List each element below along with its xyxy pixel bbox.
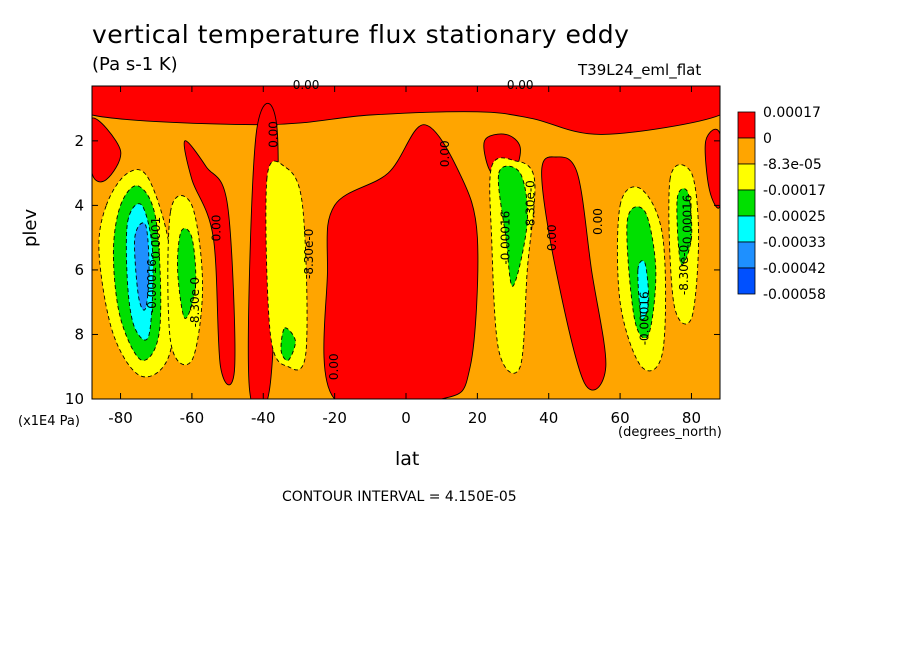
chart-units: (Pa s-1 K) — [92, 54, 178, 75]
y-tick-label-4: 10 — [65, 390, 84, 408]
x-tick-label-0: -80 — [108, 409, 133, 427]
contour-label-9: -0.00016 — [145, 259, 159, 313]
contour-region-7 — [704, 128, 720, 209]
legend-swatch-3 — [737, 189, 756, 217]
legend-label-3: -0.00017 — [763, 183, 826, 199]
legend-swatch-0 — [737, 111, 756, 139]
legend-label-7: -0.00058 — [763, 287, 826, 303]
x-axis-label: lat — [395, 448, 420, 470]
contour-label-11: -8.30e-0 — [302, 229, 316, 279]
contour-region-16 — [280, 327, 296, 361]
contour-region-5 — [541, 156, 607, 391]
contour-label-12: -0.00016 — [498, 211, 512, 265]
legend-swatch-1 — [737, 137, 756, 165]
legend-swatch-4 — [737, 215, 756, 243]
contour-interval-note: CONTOUR INTERVAL = 4.150E-05 — [282, 489, 517, 505]
legend-label-1: 0 — [763, 131, 772, 147]
x-tick-label-4: 0 — [401, 409, 411, 427]
y-axis: 2 4 6 8 10 — [65, 132, 720, 408]
contour-region-1 — [323, 124, 479, 399]
contour-region-10 — [265, 160, 308, 371]
contour-region-21 — [637, 260, 650, 320]
legend-swatch-2 — [737, 163, 756, 191]
legend-label-2: -8.3e-05 — [763, 157, 822, 173]
contour-label-4: 0.00 — [209, 215, 223, 242]
y-tick-label-2: 6 — [74, 261, 84, 279]
x-tick-label-6: 40 — [539, 409, 558, 427]
contour-label-2: 0.00 — [267, 121, 281, 148]
contour-label-15: -8.30e-0 — [677, 245, 691, 295]
x-tick-label-7: 60 — [611, 409, 630, 427]
contour-labels: 0.00 0.000.000.000.00 0.000.000.000.0001-0… — [145, 78, 694, 380]
contour-label-5: 0.00 — [545, 224, 559, 251]
legend-label-6: -0.00042 — [763, 261, 826, 277]
x-tick-label-8: 80 — [682, 409, 701, 427]
contour-label-14: -0.00016 — [638, 291, 652, 345]
legend-label-5: -0.00033 — [763, 235, 826, 251]
contour-region-15 — [177, 228, 197, 319]
contour-label-7: 0.00 — [327, 353, 341, 380]
contour-label-13: -8.30e-0 — [523, 180, 537, 230]
contour-region-19 — [676, 188, 693, 266]
x-tick-label-5: 20 — [468, 409, 487, 427]
contour-region-0 — [92, 86, 720, 135]
legend-swatch-6 — [737, 267, 756, 295]
x-tick-label-2: -40 — [251, 409, 276, 427]
contour-region-22 — [134, 222, 150, 311]
x-tick-label-1: -60 — [180, 409, 205, 427]
x-axis-units: (degrees_north) — [618, 425, 722, 440]
x-tick-label-3: -20 — [322, 409, 347, 427]
y-tick-label-1: 4 — [74, 196, 84, 214]
chart-title: vertical temperature flux stationary edd… — [92, 20, 630, 49]
color-legend: 0.00017 0 -8.3e-05 -0.00017 -0.00025 -0.00033… — [737, 105, 826, 303]
legend-label-0: 0.00017 — [763, 105, 821, 121]
legend-label-4: -0.00025 — [763, 209, 826, 225]
contour-label-16: -0.00016 — [680, 195, 694, 249]
y-axis-scale-note: (x1E4 Pa) — [18, 414, 80, 429]
y-tick-label-3: 8 — [74, 325, 84, 343]
legend-swatch-5 — [737, 241, 756, 269]
contour-region-4 — [183, 140, 236, 386]
contour-label-0: 0.00 — [293, 78, 320, 92]
contour-label-3: 0.00 — [438, 140, 452, 167]
contour-label-10: -8.30e-0 — [188, 277, 202, 327]
y-tick-label-0: 2 — [74, 132, 84, 150]
contour-regions — [92, 86, 720, 399]
contour-label-6: 0.00 — [591, 208, 605, 235]
contour-region-2 — [92, 117, 122, 183]
run-name: T39L24_eml_flat — [578, 61, 702, 79]
contour-label-1: 0.00 — [507, 78, 534, 92]
contour-label-8: 0.0001 — [149, 217, 163, 259]
contour-region-17 — [497, 165, 528, 287]
x-axis: -80 -60 -40 -20 0 20 40 60 80 — [108, 86, 701, 427]
